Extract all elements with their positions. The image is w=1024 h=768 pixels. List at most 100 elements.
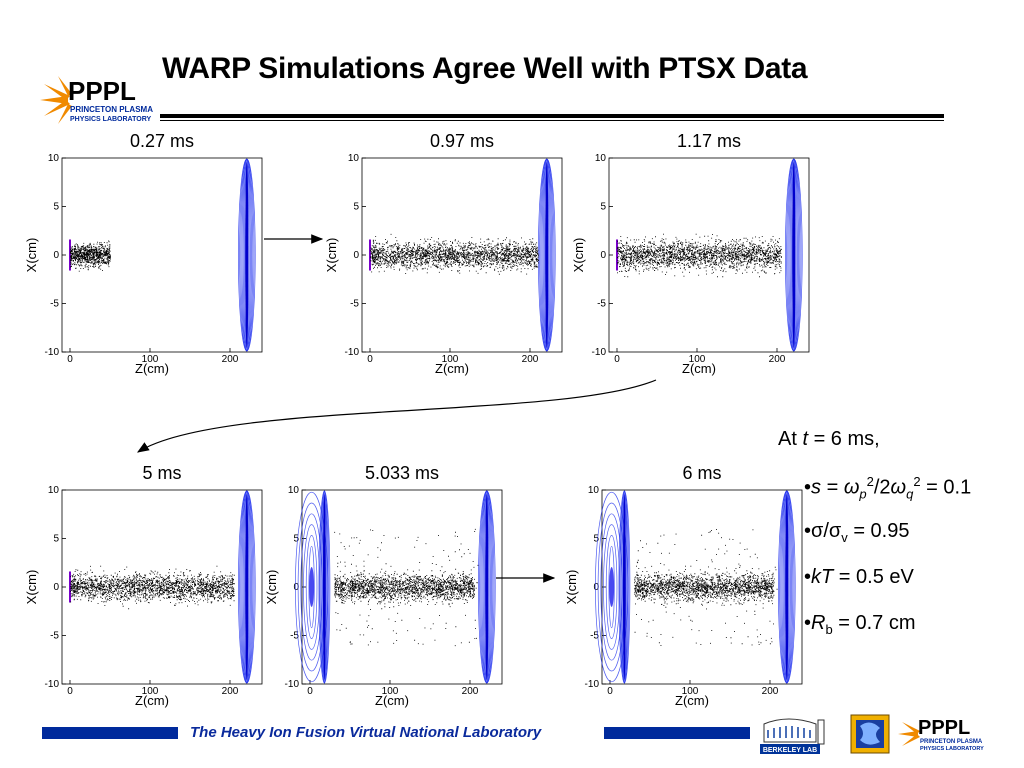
sunburst-icon-small: [898, 722, 920, 746]
beam-particles: [70, 565, 235, 610]
y-tick-label: 5: [53, 202, 59, 213]
chart-panel-1-17ms: 1.17 ms 10 5 0 -5 -10 0 100 200 Z(cm) X(cm): [571, 131, 810, 376]
arrow-curved: [136, 379, 657, 453]
y-tick-label: -10: [592, 347, 607, 358]
beam-particles: [70, 240, 111, 272]
gate-contour: [318, 490, 331, 684]
lens-core: [245, 494, 249, 680]
y-tick-label: 10: [48, 153, 60, 164]
plot-content: [69, 158, 256, 352]
svg-text:PPPL: PPPL: [918, 717, 970, 739]
svg-text:PRINCETON PLASMA: PRINCETON PLASMA: [920, 739, 983, 745]
chart-panel-5-033ms: 5.033 ms 10 5 0 -5 -10 0 100 200 Z(cm) X(cm): [264, 463, 503, 708]
panel-title: 5 ms: [142, 463, 181, 483]
source-contour: [605, 535, 618, 639]
y-tick-label: -10: [585, 679, 600, 690]
x-tick-label: 0: [607, 686, 613, 697]
gate-core: [623, 494, 626, 680]
y-tick-label: 5: [600, 202, 606, 213]
panel-title: 0.97 ms: [430, 131, 494, 151]
y-tick-label: 0: [353, 250, 359, 261]
panel-title: 0.27 ms: [130, 131, 194, 151]
y-tick-label: 10: [588, 485, 600, 496]
lens-core: [545, 162, 549, 348]
y-axis-label: X(cm): [24, 570, 39, 605]
panel-title: 5.033 ms: [365, 463, 439, 483]
beam-particles: [634, 529, 778, 646]
y-tick-label: -10: [345, 347, 360, 358]
panel-title: 6 ms: [682, 463, 721, 483]
y-tick-label: 0: [293, 582, 299, 593]
x-tick-label: 200: [462, 686, 479, 697]
y-tick-label: -5: [590, 631, 599, 642]
y-axis-label: X(cm): [571, 238, 586, 273]
lens-contour: [478, 490, 496, 684]
y-tick-label: -5: [50, 631, 59, 642]
title-rule: [160, 114, 944, 118]
source-contour: [608, 545, 615, 629]
footer-bar-left: [42, 727, 178, 739]
y-tick-label: -10: [45, 347, 60, 358]
note-kt: •kT = 0.5 eV: [804, 566, 914, 588]
source-contour: [308, 545, 315, 629]
y-tick-label: 10: [595, 153, 607, 164]
plot-content: [616, 158, 803, 352]
y-tick-label: 10: [348, 153, 360, 164]
x-axis-label: Z(cm): [135, 361, 169, 376]
y-axis-label: X(cm): [564, 570, 579, 605]
note-rb: •Rb = 0.7 cm: [804, 612, 916, 637]
source-core: [609, 567, 615, 607]
x-tick-label: 200: [762, 686, 779, 697]
svg-text:PPPL: PPPL: [68, 76, 136, 106]
source-contour: [305, 535, 318, 639]
x-tick-label: 200: [769, 354, 786, 365]
llnl-logo: [850, 714, 890, 754]
lens-core: [245, 162, 249, 348]
lens-core: [792, 162, 796, 348]
pppl-logo: PPPL PRINCETON PLASMA PHYSICS LABORATORY: [30, 70, 162, 130]
x-axis-label: Z(cm): [435, 361, 469, 376]
gate-contour: [618, 490, 631, 684]
lens-contour: [238, 490, 256, 684]
y-tick-label: 10: [288, 485, 300, 496]
x-tick-label: 100: [689, 354, 706, 365]
x-tick-label: 100: [142, 686, 159, 697]
chart-panel-0-97ms: 0.97 ms 10 5 0 -5 -10 0 100 200 Z(cm) X(cm): [324, 131, 563, 376]
y-tick-label: 10: [48, 485, 60, 496]
y-tick-label: 0: [600, 250, 606, 261]
note-s: •s = ωp2/2ωq2 = 0.1: [804, 474, 972, 502]
x-axis-label: Z(cm): [682, 361, 716, 376]
berkeley-lab-logo: BERKELEY LAB: [758, 712, 828, 758]
y-tick-label: 5: [293, 534, 299, 545]
beam-particles: [617, 233, 782, 278]
chart-panel-0-27ms: 0.27 ms 10 5 0 -5 -10 0 100 200 Z(cm) X(cm): [24, 131, 263, 376]
x-tick-label: 0: [67, 354, 73, 365]
gate-core: [323, 494, 326, 680]
page-title: WARP Simulations Agree Well with PTSX Da…: [162, 52, 808, 85]
svg-text:BERKELEY LAB: BERKELEY LAB: [763, 747, 817, 754]
svg-text:PHYSICS LABORATORY: PHYSICS LABORATORY: [70, 116, 151, 123]
x-axis-label: Z(cm): [135, 693, 169, 708]
y-tick-label: -10: [285, 679, 300, 690]
y-tick-label: -5: [597, 299, 606, 310]
chart-panel-6ms: 6 ms 10 5 0 -5 -10 0 100 200 Z(cm) X(cm): [564, 463, 803, 708]
svg-text:PHYSICS LABORATORY: PHYSICS LABORATORY: [920, 746, 984, 752]
x-tick-label: 100: [682, 686, 699, 697]
y-axis-label: X(cm): [264, 570, 279, 605]
x-axis-label: Z(cm): [375, 693, 409, 708]
x-tick-label: 100: [382, 686, 399, 697]
lens-core: [485, 494, 489, 680]
footer-bar-right: [604, 727, 750, 739]
beam-particles: [370, 233, 539, 275]
chart-panel-5ms: 5 ms 10 5 0 -5 -10 0 100 200 Z(cm) X(cm): [24, 463, 263, 708]
x-axis-label: Z(cm): [675, 693, 709, 708]
x-tick-label: 100: [142, 354, 159, 365]
y-tick-label: 5: [53, 534, 59, 545]
plot-content: [595, 490, 796, 684]
x-tick-label: 100: [442, 354, 459, 365]
notes-header: At t = 6 ms,: [778, 428, 880, 450]
y-tick-label: 5: [353, 202, 359, 213]
x-tick-label: 200: [522, 354, 539, 365]
x-tick-label: 200: [222, 354, 239, 365]
